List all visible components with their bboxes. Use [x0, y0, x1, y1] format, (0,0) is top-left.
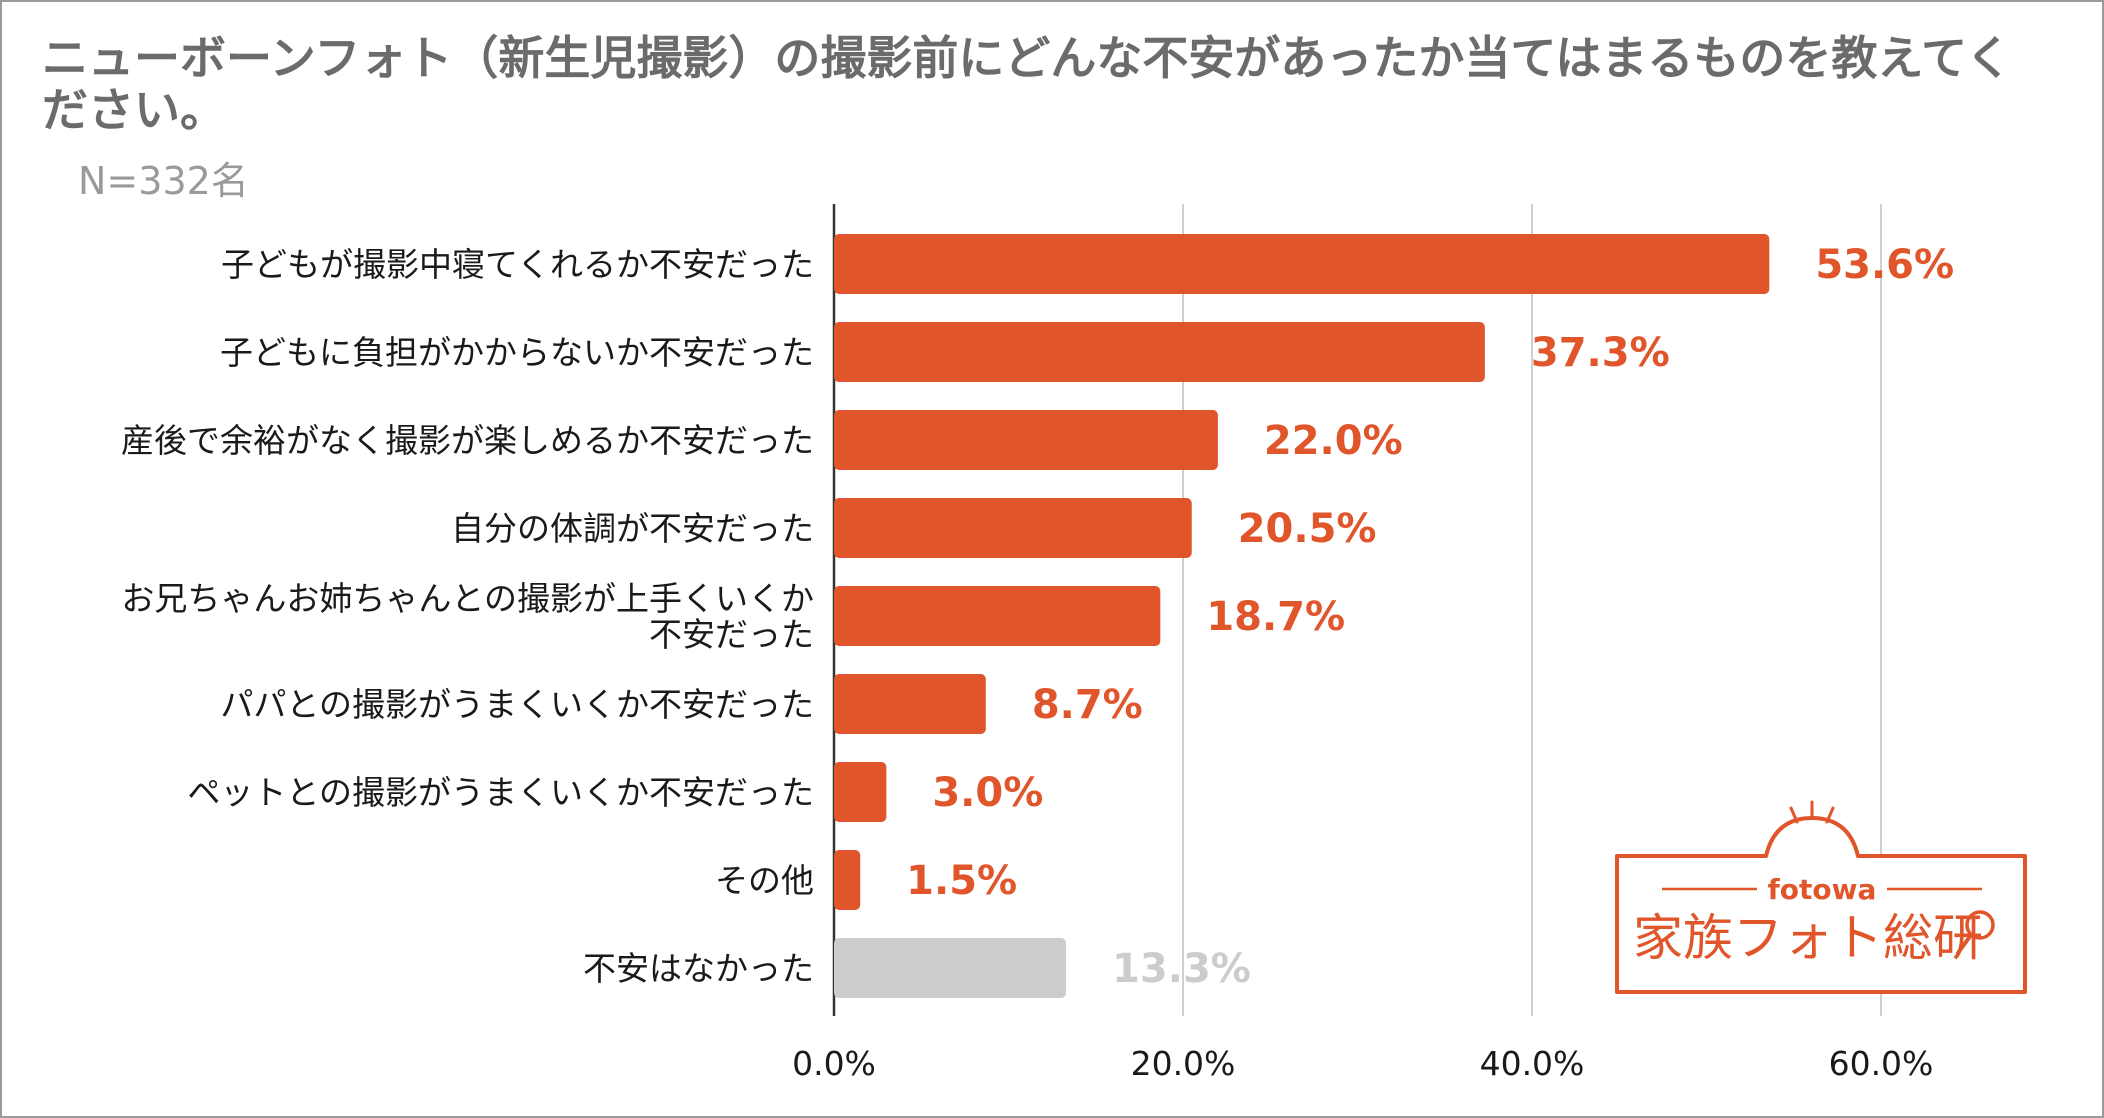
magnifier-icon [1956, 910, 1995, 955]
chart-subtitle: N=332名 [78, 159, 249, 203]
category-label: 不安だった [649, 615, 814, 654]
bar [834, 234, 1770, 294]
bar-layer [834, 234, 1770, 998]
category-label: その他 [715, 861, 814, 900]
value-label: 22.0% [1264, 418, 1403, 464]
bar [834, 938, 1067, 998]
category-label: 子どもに負担がかからないか不安だった [220, 333, 814, 372]
category-label: 不安はなかった [583, 949, 814, 988]
bar [834, 498, 1192, 558]
value-label: 13.3% [1112, 946, 1251, 992]
x-tick-label: 40.0% [1480, 1044, 1585, 1083]
tick-layer: 0.0% 20.0% 40.0% 60.0% [792, 1044, 1933, 1083]
value-label: 1.5% [906, 858, 1017, 904]
bar [834, 586, 1161, 646]
value-label: 20.5% [1238, 506, 1377, 552]
bar [834, 762, 887, 822]
category-label: パパとの撮影がうまくいくか不安だった [220, 685, 814, 724]
logo-spark-line [1789, 806, 1799, 824]
category-label: 産後で余裕がなく撮影が楽しめるか不安だった [121, 421, 814, 460]
logo-spark-line [1825, 806, 1835, 824]
x-tick-label: 0.0% [792, 1044, 876, 1083]
label-layer: 子どもが撮影中寝てくれるか不安だった 53.6% 子どもに負担がかからないか不安だっ… [121, 242, 1954, 992]
logo-name: 家族フォト総研 [1633, 909, 1983, 967]
category-label: お兄ちゃんお姉ちゃんとの撮影が上手くいくか [121, 579, 814, 618]
bar [834, 674, 986, 734]
category-label: 子どもが撮影中寝てくれるか不安だった [221, 245, 814, 284]
x-tick-label: 60.0% [1829, 1044, 1934, 1083]
x-tick-label: 20.0% [1131, 1044, 1236, 1083]
category-label: ペットとの撮影がうまくいくか不安だった [187, 773, 814, 812]
value-label: 53.6% [1815, 242, 1954, 288]
value-label: 8.7% [1032, 682, 1143, 728]
value-label: 3.0% [932, 770, 1043, 816]
category-label: 自分の体調が不安だった [451, 509, 814, 548]
bar [834, 322, 1485, 382]
bar [834, 850, 861, 910]
fotowa-logo: fotowa 家族フォト総研 [1615, 800, 2027, 994]
value-label: 37.3% [1531, 330, 1670, 376]
logo-outline [1615, 816, 2027, 994]
bar [834, 410, 1218, 470]
chart-title: ニューボーンフォト（新生児撮影）の撮影前にどんな不安があったか当てはまるものを教… [42, 31, 2012, 137]
logo-brand: fotowa [1768, 873, 1877, 906]
value-label: 18.7% [1206, 594, 1345, 640]
